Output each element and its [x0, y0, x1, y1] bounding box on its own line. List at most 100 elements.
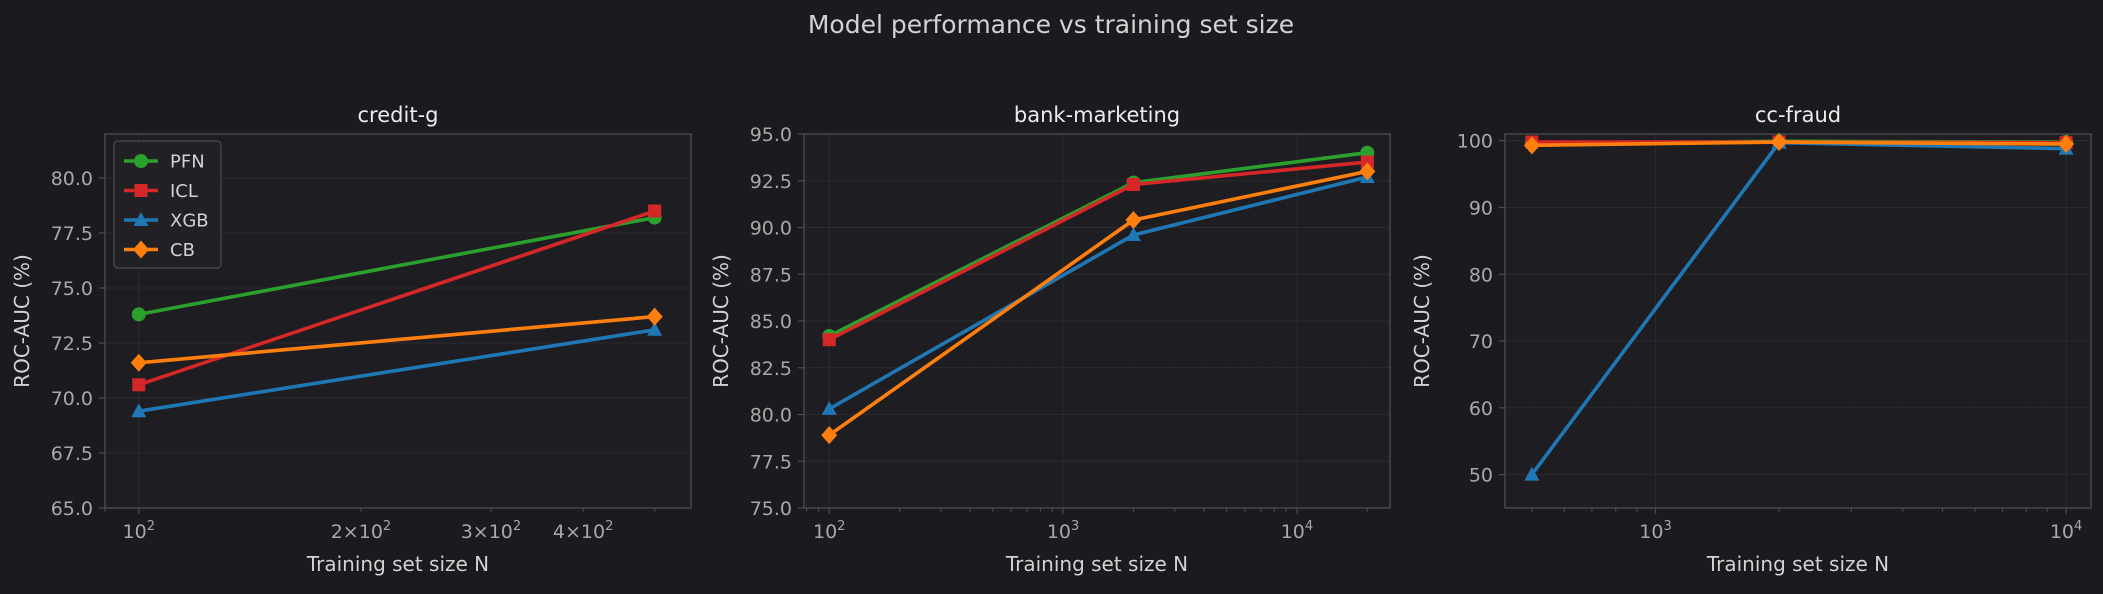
- data-point-CB: [821, 426, 838, 445]
- y-tick-label: 60: [1469, 398, 1493, 420]
- legend-marker-ICL: [134, 184, 148, 197]
- y-axis-label: ROC-AUC (%): [1410, 254, 1434, 388]
- y-tick-label: 75.0: [51, 278, 93, 300]
- y-axis-label: ROC-AUC (%): [709, 254, 733, 388]
- y-tick-label: 92.5: [750, 171, 792, 193]
- x-tick-base: 4×10: [553, 521, 605, 543]
- y-tick-label: 70: [1469, 331, 1493, 353]
- y-tick-label: 80.0: [51, 168, 93, 190]
- x-tick-label: 102: [813, 519, 845, 543]
- legend-box: [113, 140, 222, 269]
- data-point-ICL: [132, 378, 146, 392]
- plot-area: [1505, 134, 2091, 508]
- legend-marker-XGB: [133, 212, 149, 226]
- data-point-XGB: [131, 403, 147, 418]
- x-tick-exponent: 2: [147, 519, 155, 534]
- legend: PFN ICL XGB CB: [113, 140, 222, 269]
- y-tick-label: 95.0: [750, 124, 792, 146]
- x-tick-exponent: 2: [605, 519, 613, 534]
- x-tick-exponent: 4: [1305, 519, 1313, 534]
- data-point-CB: [1125, 211, 1142, 230]
- x-tick-exponent: 2: [383, 519, 391, 534]
- x-axis-label: Training set size N: [306, 552, 489, 576]
- y-tick-label: 85.0: [750, 311, 792, 333]
- axes-frame: [803, 133, 1391, 509]
- data-point-ICL: [822, 333, 836, 347]
- data-point-XGB: [1125, 226, 1141, 241]
- axes-frame: [104, 133, 692, 509]
- data-point-CB: [130, 353, 147, 372]
- x-tick-label: 104: [1281, 519, 1313, 543]
- data-point-ICL: [1126, 177, 1140, 191]
- x-axis-label: Training set size N: [1706, 552, 1889, 576]
- y-tick-label: 72.5: [51, 333, 93, 355]
- y-tick-label: 70.0: [51, 388, 93, 410]
- y-tick-label: 90.0: [750, 218, 792, 240]
- data-point-ICL: [1360, 155, 1374, 169]
- x-tick-base: 10: [1639, 521, 1663, 543]
- legend-marker-PFN: [134, 154, 148, 168]
- y-tick-label: 100: [1457, 131, 1493, 153]
- panel-title: credit-g: [358, 103, 439, 127]
- x-tick-exponent: 4: [2074, 519, 2082, 534]
- series-line-CB: [138, 314, 655, 365]
- x-tick-base: 3×10: [461, 521, 513, 543]
- data-point-CB: [1771, 133, 1788, 152]
- x-tick-base: 10: [2050, 521, 2074, 543]
- y-tick-label: 50: [1469, 465, 1493, 487]
- panel-title: cc-fraud: [1755, 103, 1841, 127]
- y-tick-label: 90: [1469, 197, 1493, 219]
- x-tick-base: 10: [123, 521, 147, 543]
- series-line-PFN: [138, 215, 656, 317]
- legend-label: CB: [170, 240, 195, 261]
- y-tick-label: 82.5: [750, 358, 792, 380]
- x-tick-label: 103: [1047, 519, 1079, 543]
- data-point-CB: [1359, 162, 1376, 181]
- x-tick-label: 102: [123, 519, 155, 543]
- legend-marker-CB: [133, 240, 149, 259]
- x-tick-label: 4×102: [553, 519, 613, 543]
- x-tick-exponent: 3: [1071, 519, 1079, 534]
- x-tick-base: 10: [813, 521, 837, 543]
- x-tick-exponent: 2: [837, 519, 845, 534]
- x-tick-label: 3×102: [461, 519, 521, 543]
- x-tick-base: 10: [1047, 521, 1071, 543]
- axes-frame: [1504, 133, 2092, 509]
- y-axis-label: ROC-AUC (%): [10, 254, 34, 388]
- data-point-ICL: [648, 204, 662, 218]
- figure-title: Model performance vs training set size: [808, 10, 1294, 39]
- data-point-CB: [646, 307, 663, 326]
- series-line-XGB: [138, 328, 655, 413]
- y-tick-label: 75.0: [750, 498, 792, 520]
- x-tick-exponent: 3: [1663, 519, 1671, 534]
- data-point-PFN: [131, 307, 146, 322]
- data-point-XGB: [1524, 466, 1540, 481]
- y-tick-label: 67.5: [51, 443, 93, 465]
- legend-label: ICL: [170, 181, 198, 202]
- y-tick-label: 87.5: [750, 264, 792, 286]
- x-tick-base: 2×10: [331, 521, 383, 543]
- x-tick-exponent: 2: [513, 519, 521, 534]
- y-tick-label: 77.5: [51, 223, 93, 245]
- y-tick-label: 80.0: [750, 405, 792, 427]
- x-tick-label: 103: [1639, 519, 1671, 543]
- y-tick-label: 80: [1469, 264, 1493, 286]
- y-tick-label: 77.5: [750, 451, 792, 473]
- x-axis-label: Training set size N: [1005, 552, 1188, 576]
- panel-title: bank-marketing: [1014, 103, 1180, 127]
- y-tick-label: 65.0: [51, 498, 93, 520]
- legend-label: PFN: [170, 152, 205, 173]
- data-point-CB: [2058, 135, 2075, 154]
- data-point-XGB: [647, 321, 663, 336]
- data-point-XGB: [821, 400, 837, 415]
- data-point-CB: [1523, 136, 1540, 155]
- legend-label: XGB: [170, 211, 209, 232]
- x-tick-label: 104: [2050, 519, 2082, 543]
- x-tick-label: 2×102: [331, 519, 391, 543]
- x-tick-base: 10: [1281, 521, 1305, 543]
